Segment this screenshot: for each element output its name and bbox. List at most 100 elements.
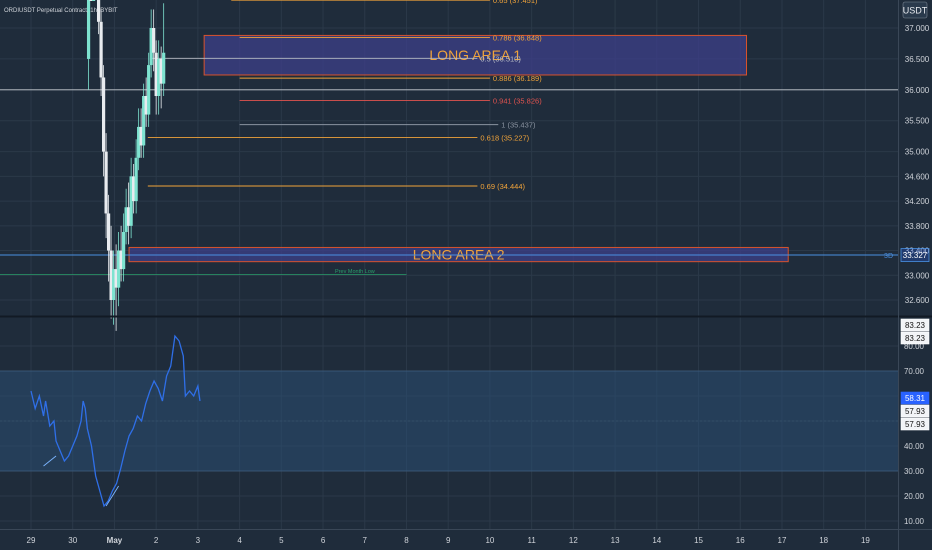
candle-body	[122, 232, 126, 270]
candle-body	[144, 96, 148, 115]
countdown-label: 3D	[884, 253, 893, 260]
oscillator-axis-tick: 10.00	[904, 517, 925, 526]
rsi-line[interactable]	[30, 334, 201, 508]
price-axis-tick: 32.600	[905, 296, 930, 305]
time-axis-label: 14	[652, 536, 661, 545]
fib-level-label: 0.618 (35.227)	[480, 134, 529, 143]
oscillator-badge-label: 83.23	[905, 334, 926, 343]
time-axis-label: 7	[363, 536, 368, 545]
prev-month-low-label: Prev Month Low	[335, 269, 375, 275]
oscillator-value-badge[interactable]: 57.93	[900, 417, 930, 431]
long-area-label: LONG AREA 1	[429, 47, 521, 63]
price-axis-tick: 36.500	[905, 55, 930, 64]
oscillator-axis-tick: 70.00	[904, 367, 925, 376]
candle-body	[96, 0, 101, 22]
candle-body	[147, 65, 151, 115]
oscillator-badge-box	[900, 417, 930, 431]
candle-body	[134, 157, 138, 202]
time-axis-label: 8	[404, 536, 409, 545]
time-axis-label: 11	[527, 536, 536, 545]
fib-level-label: 0.941 (35.826)	[493, 97, 542, 106]
candle-body	[117, 250, 121, 288]
candle-body	[159, 58, 163, 84]
oscillator-badge-label: 57.93	[905, 407, 926, 416]
candle-body	[152, 28, 156, 53]
time-axis-label: 12	[569, 536, 578, 545]
price-axis-tick: 34.200	[905, 197, 930, 206]
candle-body	[109, 250, 113, 300]
time-axis-label: 15	[694, 536, 703, 545]
oscillator-value-badge[interactable]: 58.31	[900, 391, 930, 405]
divergence-line[interactable]	[105, 485, 119, 507]
candle-body	[91, 0, 96, 1]
current-price-badge[interactable]: 33.327	[900, 248, 930, 262]
candle-body	[104, 151, 108, 214]
fib-level-label: 0.886 (36.189)	[493, 74, 542, 83]
price-axis-tick: 34.600	[905, 172, 930, 181]
oscillator-badge-label: 57.93	[905, 420, 926, 429]
oscillator-badge-box	[900, 318, 930, 332]
oscillator-badge-label: 58.31	[905, 394, 926, 403]
candle-body	[137, 126, 141, 158]
candle-body	[124, 207, 128, 232]
fib-level-label: 0.5 (36.510)	[480, 54, 521, 63]
candle-body	[106, 213, 111, 251]
time-axis-label: 16	[736, 536, 745, 545]
fib-level-label: 0.65 (37.451)	[493, 0, 538, 5]
time-axis-label: 13	[611, 536, 620, 545]
fib-level-label: 0.786 (36.848)	[493, 33, 542, 42]
candle-body	[114, 269, 118, 288]
candle-body	[86, 0, 91, 59]
current-price-label: 33.327	[903, 251, 928, 260]
candle-body	[149, 28, 153, 66]
oscillator-value-badge[interactable]: 57.93	[900, 404, 930, 418]
time-axis-label: 2	[154, 536, 159, 545]
oscillator-panel[interactable]	[0, 334, 898, 508]
price-axis-tick: 33.000	[905, 271, 930, 280]
candle-body	[99, 21, 103, 78]
time-axis-label: 29	[27, 536, 36, 545]
time-axis-label: May	[107, 536, 123, 545]
fib-level-label: 0.69 (34.444)	[480, 182, 525, 191]
price-axis-tick: 36.000	[905, 86, 930, 95]
divergence-line[interactable]	[43, 455, 57, 467]
candle-body	[139, 126, 143, 146]
time-axis-label: 5	[279, 536, 284, 545]
price-axis-tick: 35.000	[905, 148, 930, 157]
price-axis-tick: 33.800	[905, 222, 930, 231]
candle-body	[142, 96, 146, 146]
current-price-badge-box	[900, 248, 930, 262]
candle-body	[127, 207, 131, 226]
candle-body	[157, 58, 161, 96]
candle-body	[162, 52, 166, 84]
fib-level-label: 1 (35.437)	[501, 121, 536, 130]
oscillator-badge-box	[900, 404, 930, 418]
symbol-label: ORDIUSDT Perpetual Contract, 1h, BYBIT	[4, 8, 118, 14]
oscillator-value-badge[interactable]: 83.23	[900, 318, 930, 332]
price-axis-tick: 33.400	[905, 247, 930, 256]
time-axis-label: 3	[196, 536, 201, 545]
oscillator-axis-tick: 30.00	[904, 467, 925, 476]
candle-body	[112, 269, 116, 300]
oscillator-badge-box	[900, 391, 930, 405]
price-axis-tick: 37.000	[905, 24, 930, 33]
candle-body	[132, 176, 136, 202]
time-axis-label: 10	[485, 536, 494, 545]
oscillator-badge-label: 83.23	[905, 321, 926, 330]
time-axis-label: 4	[237, 536, 242, 545]
candle-body	[101, 77, 106, 152]
currency-badge[interactable]: USDT	[902, 1, 928, 19]
long-area-zone[interactable]	[203, 34, 747, 76]
oscillator-value-badge[interactable]: 83.23	[900, 331, 930, 345]
oscillator-axis-tick: 80.00	[904, 342, 925, 351]
oscillator-axis-tick: 20.00	[904, 492, 925, 501]
oscillator-badge-box	[900, 331, 930, 345]
time-axis-label: 17	[778, 536, 787, 545]
currency-badge-label: USDT	[903, 6, 928, 16]
time-axis-label: 18	[819, 536, 828, 545]
price-axis-tick: 35.500	[905, 117, 930, 126]
candle-body	[154, 52, 158, 96]
